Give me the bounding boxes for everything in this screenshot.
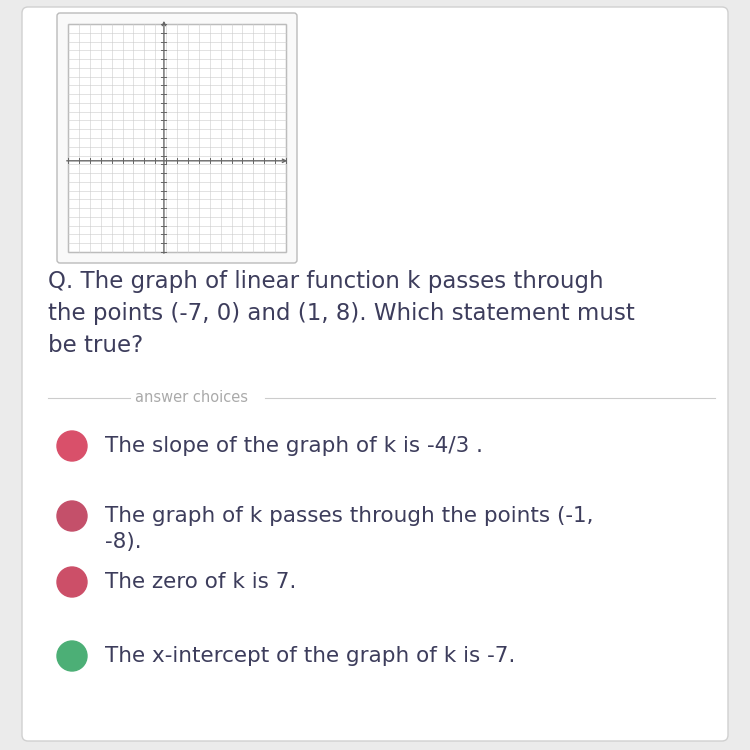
- Circle shape: [57, 567, 87, 597]
- FancyBboxPatch shape: [57, 13, 297, 263]
- Text: The graph of k passes through the points (-1,
-8).: The graph of k passes through the points…: [105, 506, 593, 553]
- Circle shape: [57, 501, 87, 531]
- FancyBboxPatch shape: [68, 24, 286, 252]
- Text: The zero of k is 7.: The zero of k is 7.: [105, 572, 296, 592]
- Text: The x-intercept of the graph of k is -7.: The x-intercept of the graph of k is -7.: [105, 646, 515, 666]
- Text: The slope of the graph of k is -4/3 .: The slope of the graph of k is -4/3 .: [105, 436, 483, 456]
- Text: answer choices: answer choices: [135, 391, 248, 406]
- Circle shape: [57, 641, 87, 671]
- FancyBboxPatch shape: [22, 7, 728, 741]
- Text: Q. The graph of linear function k passes through
the points (-7, 0) and (1, 8). : Q. The graph of linear function k passes…: [48, 270, 634, 357]
- Circle shape: [57, 431, 87, 461]
